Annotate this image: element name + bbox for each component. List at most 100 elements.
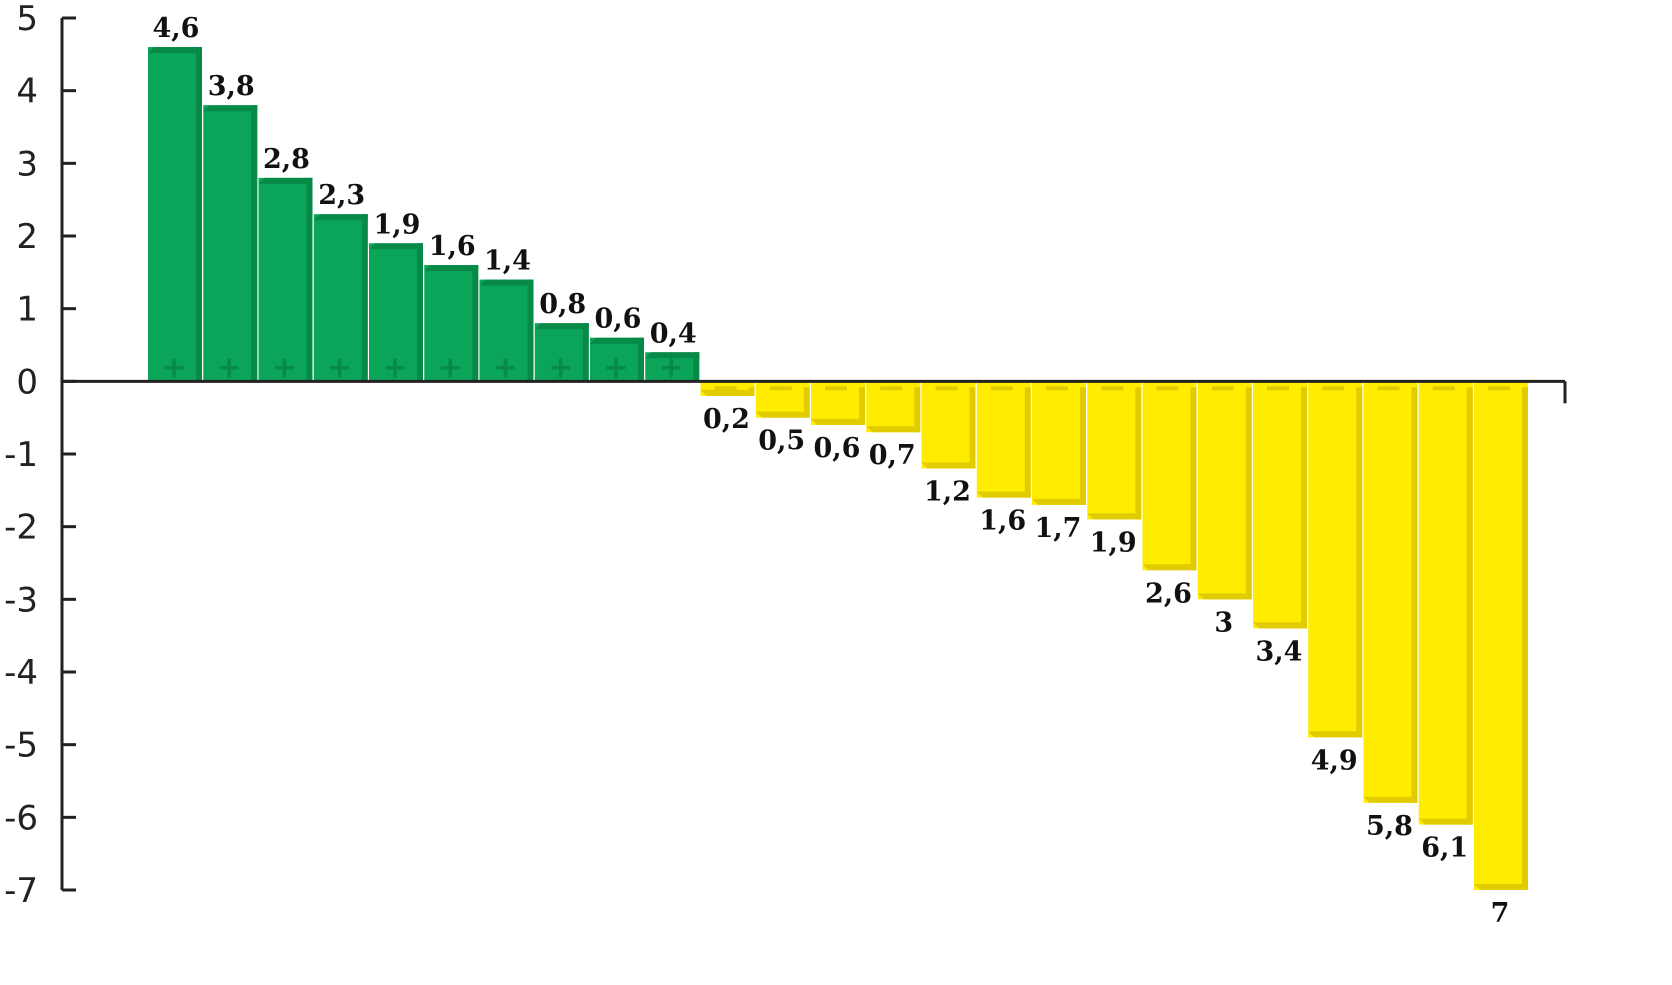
- bar-face: [369, 243, 423, 382]
- data-label: 2,8: [263, 144, 310, 175]
- bar-top-edge: [258, 177, 313, 184]
- bar-side-edge: [1356, 387, 1363, 738]
- positive-bar: +1,4: [479, 246, 534, 385]
- bar-face: [258, 177, 313, 382]
- bar-face: [590, 337, 644, 382]
- minus-sign: [769, 386, 792, 391]
- plus-sign: +: [161, 350, 186, 385]
- positive-bar: +1,9: [369, 209, 423, 385]
- bar-bottom-edge: [811, 418, 865, 425]
- bar-side-edge: [969, 387, 976, 469]
- data-label: 5,8: [1366, 811, 1413, 842]
- negative-bar: 6,1: [1418, 381, 1473, 864]
- positive-bar: +0,4: [645, 318, 700, 385]
- negative-bar: 7: [1474, 381, 1528, 929]
- data-label: 2,6: [1145, 578, 1192, 609]
- bar-face: [1363, 381, 1418, 803]
- bar-face: [1087, 381, 1142, 520]
- data-label: 1,6: [429, 231, 476, 262]
- bar-side-edge: [1522, 387, 1528, 890]
- negative-bar: 1,6: [976, 381, 1031, 537]
- bar-side-edge: [1024, 387, 1031, 498]
- bar-top-edge: [148, 47, 202, 54]
- bar-bottom-edge: [1142, 564, 1197, 571]
- y-tick-label: -4: [4, 653, 38, 693]
- data-label: 0,6: [595, 304, 642, 335]
- y-tick-label: -7: [4, 871, 38, 911]
- bar-side-edge: [748, 387, 755, 396]
- minus-sign: [1156, 386, 1179, 391]
- data-label: 3,8: [208, 71, 255, 102]
- bar-face: [1253, 381, 1307, 629]
- negative-bar: 2,6: [1142, 381, 1197, 609]
- y-tick-label: -6: [4, 798, 38, 838]
- bar-face: [203, 105, 258, 382]
- negative-bar: 5,8: [1363, 381, 1418, 842]
- positive-bar: +3,8: [203, 71, 258, 385]
- bar-side-edge: [582, 323, 589, 382]
- bar-face: [1308, 381, 1363, 738]
- bar-top-edge: [590, 337, 644, 344]
- plus-sign: +: [603, 350, 628, 385]
- negative-bar: 0,2: [700, 381, 755, 435]
- negative-bar: 1,2: [921, 381, 976, 508]
- bar-bottom-edge: [755, 411, 810, 418]
- bar-top-edge: [369, 243, 423, 250]
- y-tick-label: 1: [16, 290, 38, 330]
- plus-sign: +: [272, 350, 297, 385]
- data-label: 1,2: [924, 477, 971, 508]
- data-label: 1,4: [484, 246, 531, 277]
- bar-bottom-edge: [700, 389, 755, 396]
- negative-bar: 3,4: [1253, 381, 1307, 667]
- data-label: 1,9: [1090, 527, 1137, 558]
- y-tick-label: 3: [16, 144, 38, 184]
- bar-side-edge: [472, 265, 479, 382]
- negative-bar: 4,9: [1308, 381, 1363, 776]
- bar-face: [1474, 381, 1528, 890]
- bar-side-edge: [1245, 387, 1252, 600]
- bar-top-edge: [203, 105, 258, 112]
- bar-side-edge: [803, 387, 810, 418]
- bar-face: [976, 381, 1031, 498]
- data-label: 0,7: [869, 440, 916, 471]
- data-label: 3: [1214, 607, 1233, 638]
- negative-bar: 0,5: [755, 381, 810, 457]
- minus-sign: [935, 386, 958, 391]
- data-label: 2,3: [318, 180, 365, 211]
- bar-bottom-edge: [976, 491, 1031, 498]
- positive-bar: +2,8: [258, 144, 313, 385]
- positive-bar: +4,6: [148, 13, 202, 385]
- minus-sign: [1377, 386, 1400, 391]
- minus-sign: [1046, 386, 1068, 391]
- data-label: 4,6: [153, 13, 200, 44]
- positive-bar: +0,8: [534, 289, 589, 385]
- bar-face: [1197, 381, 1252, 600]
- y-tick-label: 4: [16, 72, 38, 112]
- bar-side-edge: [196, 47, 202, 382]
- data-label: 0,2: [703, 404, 750, 435]
- bar-face: [1142, 381, 1197, 571]
- data-label: 0,4: [650, 318, 697, 349]
- bar-face: [1032, 381, 1086, 505]
- data-label: 7: [1491, 898, 1510, 929]
- bar-bottom-edge: [1418, 818, 1473, 825]
- plus-sign: +: [438, 350, 463, 385]
- minus-sign: [714, 386, 737, 391]
- bar-side-edge: [527, 279, 534, 382]
- bar-bottom-edge: [1474, 884, 1528, 890]
- bar-side-edge: [1411, 387, 1418, 803]
- data-label: 0,6: [814, 433, 861, 464]
- bar-bottom-edge: [1032, 498, 1086, 505]
- bar-face: [424, 265, 479, 382]
- positive-bar: +0,6: [590, 304, 644, 385]
- minus-sign: [1322, 386, 1345, 391]
- positive-bar: +1,6: [424, 231, 479, 385]
- data-label: 1,7: [1035, 513, 1082, 544]
- data-label: 4,9: [1311, 745, 1358, 776]
- plus-sign: +: [382, 350, 407, 385]
- bar-side-edge: [859, 387, 865, 425]
- plus-sign: +: [659, 350, 684, 385]
- data-label: 1,6: [979, 506, 1026, 537]
- plus-sign: +: [493, 350, 518, 385]
